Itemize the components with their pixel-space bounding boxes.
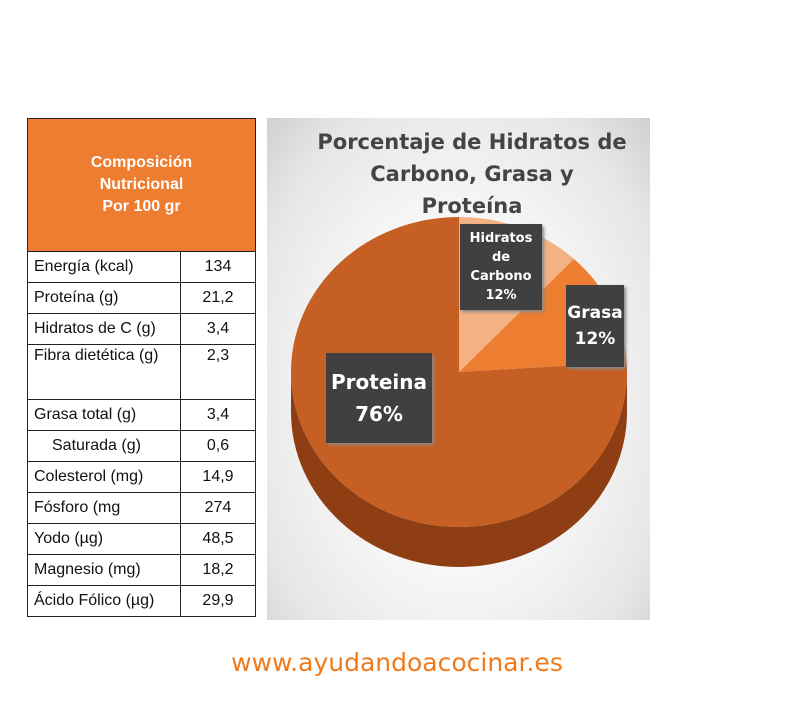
table-row: Energía (kcal) 134 [27, 251, 256, 283]
row-label: Yodo (µg) [27, 523, 181, 555]
row-value: 274 [180, 492, 256, 524]
row-label: Magnesio (mg) [27, 554, 181, 586]
row-label: Fibra dietética (g) [27, 344, 181, 400]
table-row: Magnesio (mg) 18,2 [27, 554, 256, 586]
data-label: Grasa 12% [566, 285, 624, 367]
row-label: Grasa total (g) [27, 399, 181, 431]
row-value: 3,4 [180, 313, 256, 345]
table-row: Yodo (µg) 48,5 [27, 523, 256, 555]
table-row: Proteína (g) 21,2 [27, 282, 256, 314]
label-name: Hidratos de Carbono [469, 231, 533, 284]
header-row: Composición Nutricional Por 100 gr [27, 118, 256, 252]
label-name: Proteina [331, 370, 427, 394]
chart-title: Porcentaje de Hidratos de Carbono, Grasa… [317, 130, 627, 218]
table-row: Fósforo (mg 274 [27, 492, 256, 524]
label-value: 12% [574, 329, 616, 349]
footer: www.ayudandoacocinar.es [231, 648, 563, 677]
row-value: 29,9 [180, 585, 256, 617]
row-value: 48,5 [180, 523, 256, 555]
label-value: 76% [355, 402, 403, 426]
row-value: 18,2 [180, 554, 256, 586]
row-label: Proteína (g) [27, 282, 181, 314]
row-label: Hidratos de C (g) [27, 313, 181, 345]
data-label: Hidratos de Carbono 12% [460, 224, 542, 310]
header-line: Por 100 gr [102, 198, 181, 215]
chart-panel: Porcentaje de Hidratos de Carbono, Grasa… [267, 118, 650, 620]
row-label: Energía (kcal) [27, 251, 181, 283]
label-value: 12% [485, 288, 517, 303]
pie-slice [290, 217, 627, 527]
row-value: 134 [180, 251, 256, 283]
data-label: Proteina 76% [326, 353, 432, 443]
row-value: 3,4 [180, 399, 256, 431]
row-value: 14,9 [180, 461, 256, 493]
nutrition-table: Composición Nutricional Por 100 gr Energía … [27, 118, 256, 617]
header-line: Composición [90, 154, 193, 171]
row-value: 0,6 [180, 430, 256, 462]
table-row: Saturada (g) 0,6 [27, 430, 256, 462]
row-label: Saturada (g) [27, 430, 181, 462]
row-label: Ácido Fólico (µg) [27, 585, 181, 617]
row-label: Colesterol (mg) [27, 461, 181, 493]
table-row: Hidratos de C (g) 3,4 [27, 313, 256, 345]
header-cell: Composición Nutricional Por 100 gr [27, 118, 256, 252]
pie-side [291, 372, 627, 567]
header-line: Nutricional [99, 176, 184, 193]
row-value: 21,2 [180, 282, 256, 314]
table-row: Fibra dietética (g) 2,3 [27, 344, 256, 400]
table-row: Colesterol (mg) 14,9 [27, 461, 256, 493]
label-name: Grasa [567, 303, 623, 323]
row-label: Fósforo (mg [27, 492, 181, 524]
row-value: 2,3 [180, 344, 256, 400]
table-row: Grasa total (g) 3,4 [27, 399, 256, 431]
table-row: Ácido Fólico (µg) 29,9 [27, 585, 256, 617]
